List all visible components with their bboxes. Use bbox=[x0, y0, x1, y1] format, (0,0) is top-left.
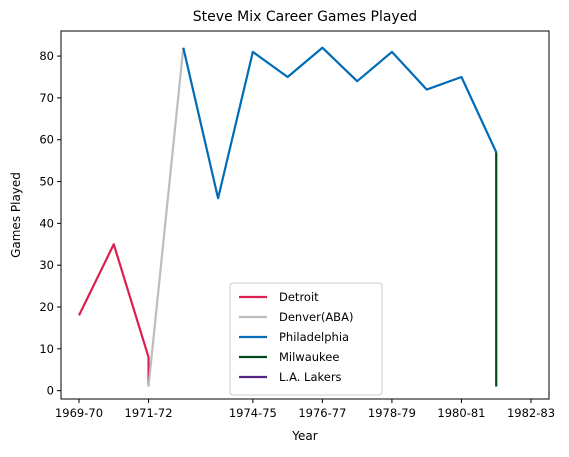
y-tick-label: 40 bbox=[39, 216, 54, 230]
legend-box bbox=[229, 282, 383, 396]
y-axis-label: Games Played bbox=[9, 172, 23, 258]
x-tick-label: 1978-79 bbox=[368, 406, 416, 420]
legend-label-3: Milwaukee bbox=[279, 350, 339, 364]
legend-label-2: Philadelphia bbox=[279, 330, 349, 344]
series-line-1 bbox=[147, 47, 185, 387]
y-tick-label: 50 bbox=[39, 175, 54, 189]
legend-label-1: Denver(ABA) bbox=[279, 310, 353, 324]
plot-frame bbox=[60, 30, 550, 400]
legend-label-4: L.A. Lakers bbox=[279, 370, 342, 384]
x-tick-label: 1974-75 bbox=[229, 406, 277, 420]
x-axis: 1969-70 1971-72 1974-75 1976-77 1978-79 1980-… bbox=[55, 399, 555, 420]
y-axis: 0 10 20 30 40 50 60 70 80 bbox=[39, 49, 61, 398]
y-tick-label: 70 bbox=[39, 91, 54, 105]
y-tick-label: 20 bbox=[39, 300, 54, 314]
x-tick-label: 1971-72 bbox=[125, 406, 173, 420]
series-layer bbox=[78, 46, 498, 387]
x-axis-label: Year bbox=[291, 429, 317, 443]
x-tick-label: 1969-70 bbox=[55, 406, 103, 420]
legend: Detroit Denver(ABA) Philadelphia Milwaukee L… bbox=[229, 282, 383, 396]
y-tick-label: 80 bbox=[39, 49, 54, 63]
y-tick-label: 10 bbox=[39, 342, 54, 356]
series-line-2 bbox=[182, 46, 498, 200]
y-tick-label: 60 bbox=[39, 133, 54, 147]
legend-label-0: Detroit bbox=[279, 290, 319, 304]
x-tick-label: 1982-83 bbox=[507, 406, 555, 420]
chart-title: Steve Mix Career Games Played bbox=[193, 9, 417, 25]
series-line-0 bbox=[78, 243, 150, 387]
x-tick-label: 1976-77 bbox=[298, 406, 346, 420]
y-tick-label: 30 bbox=[39, 258, 54, 272]
y-tick-label: 0 bbox=[47, 384, 54, 398]
x-tick-label: 1980-81 bbox=[437, 406, 485, 420]
